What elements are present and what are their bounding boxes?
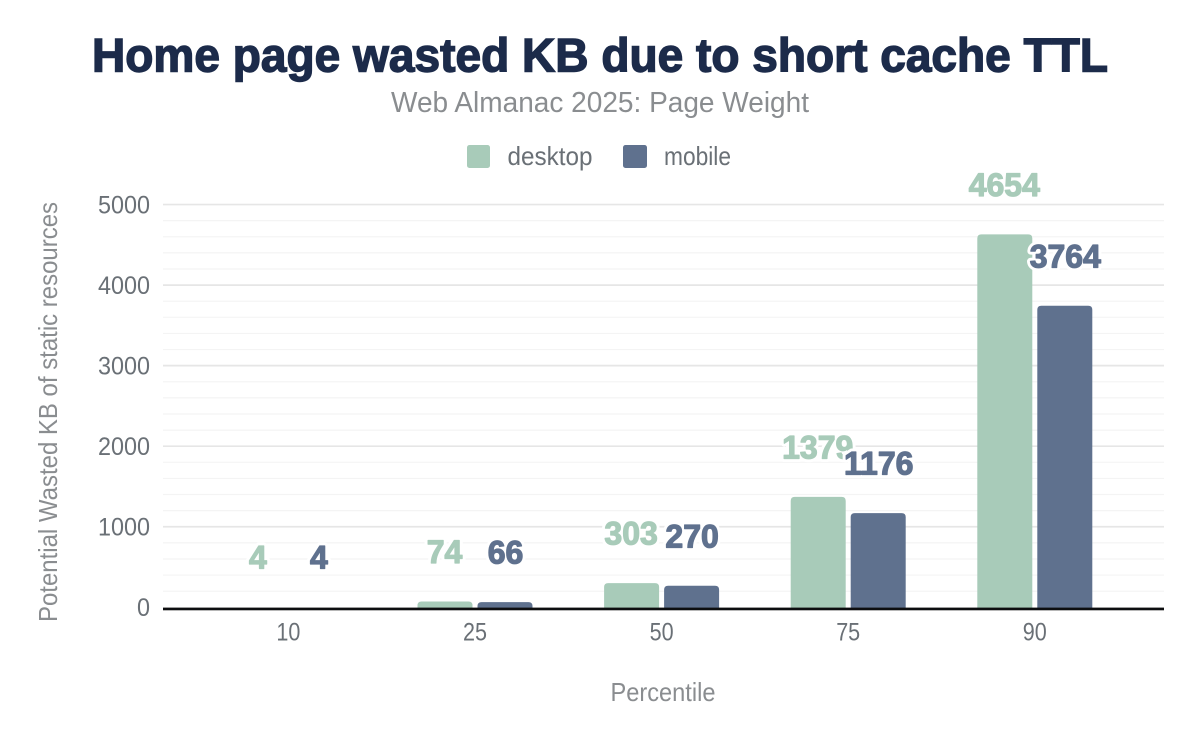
svg-text:50: 50 [650,618,674,646]
svg-text:270: 270 [665,518,718,554]
svg-text:3764: 3764 [1030,238,1101,274]
svg-text:4: 4 [249,540,267,576]
svg-text:74: 74 [427,534,463,570]
svg-text:Home page wasted KB due to sho: Home page wasted KB due to short cache T… [92,29,1108,82]
svg-text:25: 25 [463,618,487,646]
svg-text:Percentile: Percentile [611,677,716,707]
svg-text:90: 90 [1023,618,1047,646]
svg-text:desktop: desktop [508,141,593,171]
svg-text:Potential Wasted KB of static: Potential Wasted KB of static resources [33,202,63,622]
svg-text:4654: 4654 [969,167,1040,203]
svg-text:2000: 2000 [98,433,150,461]
svg-text:1000: 1000 [98,514,150,542]
svg-text:303: 303 [604,516,657,552]
svg-text:4: 4 [310,540,328,576]
svg-text:4654: 4654 [969,167,1040,203]
svg-text:1176: 1176 [844,446,913,482]
svg-text:1379: 1379 [782,430,853,466]
svg-text:3000: 3000 [98,352,150,380]
svg-text:5000: 5000 [98,191,150,219]
svg-text:66: 66 [488,535,524,571]
svg-text:4000: 4000 [98,272,150,300]
svg-text:270: 270 [665,518,718,554]
svg-text:74: 74 [427,534,463,570]
svg-text:0: 0 [137,594,150,622]
svg-text:Web Almanac 2025: Page Weight: Web Almanac 2025: Page Weight [391,87,809,119]
svg-text:303: 303 [604,516,657,552]
svg-text:1379: 1379 [782,430,853,466]
svg-text:1176: 1176 [844,446,913,482]
svg-text:10: 10 [276,618,300,646]
svg-text:4: 4 [310,540,328,576]
svg-text:3764: 3764 [1030,238,1101,274]
svg-text:4: 4 [249,540,267,576]
svg-text:mobile: mobile [664,141,731,171]
svg-text:66: 66 [488,535,524,571]
svg-text:75: 75 [836,618,860,646]
